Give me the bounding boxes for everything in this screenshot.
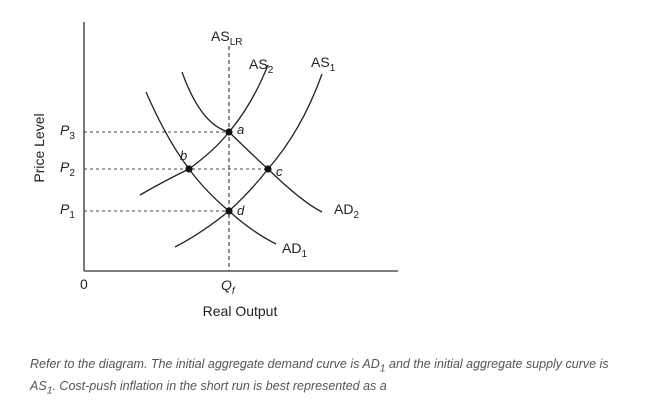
qf-label: Qf [221, 277, 236, 297]
aggregate-demand-supply-diagram: a b c d ASLR AS2 AS1 AD2 AD1 P3 P2 P1 0 … [31, 22, 398, 319]
point-a-label: a [237, 122, 244, 137]
point-b-label: b [180, 148, 187, 163]
caption-sub-1: 1 [379, 363, 386, 375]
question-caption: Refer to the diagram. The initial aggreg… [30, 356, 630, 399]
point-c-label: c [276, 164, 283, 179]
caption-part-3: . Cost-push inflation in the short run i… [52, 378, 387, 393]
as1-curve [174, 73, 323, 248]
ad2-curve [181, 71, 323, 213]
p3-label: P3 [60, 122, 75, 142]
ad1-curve [145, 91, 277, 245]
ad2-label: AD2 [334, 201, 359, 221]
x-axis-title: Real Output [203, 303, 278, 319]
point-c [264, 165, 272, 173]
as1-label: AS1 [311, 54, 336, 74]
origin-label: 0 [80, 276, 88, 292]
point-a [225, 128, 233, 136]
ad1-label: AD1 [282, 240, 307, 260]
as2-curve [139, 64, 269, 196]
caption-part-1: Refer to the diagram. The initial aggreg… [30, 357, 380, 371]
point-d [225, 207, 233, 215]
point-b [185, 165, 193, 173]
p2-label: P2 [60, 159, 75, 179]
as-lr-label: ASLR [211, 28, 242, 48]
caption-part-2: and the initial aggregate supply curve i… [30, 357, 609, 393]
caption-sub-2: 1 [46, 385, 53, 396]
p1-label: P1 [60, 201, 75, 221]
point-d-label: d [237, 203, 245, 218]
y-axis-title: Price Level [31, 113, 47, 182]
as2-label: AS2 [249, 56, 274, 76]
